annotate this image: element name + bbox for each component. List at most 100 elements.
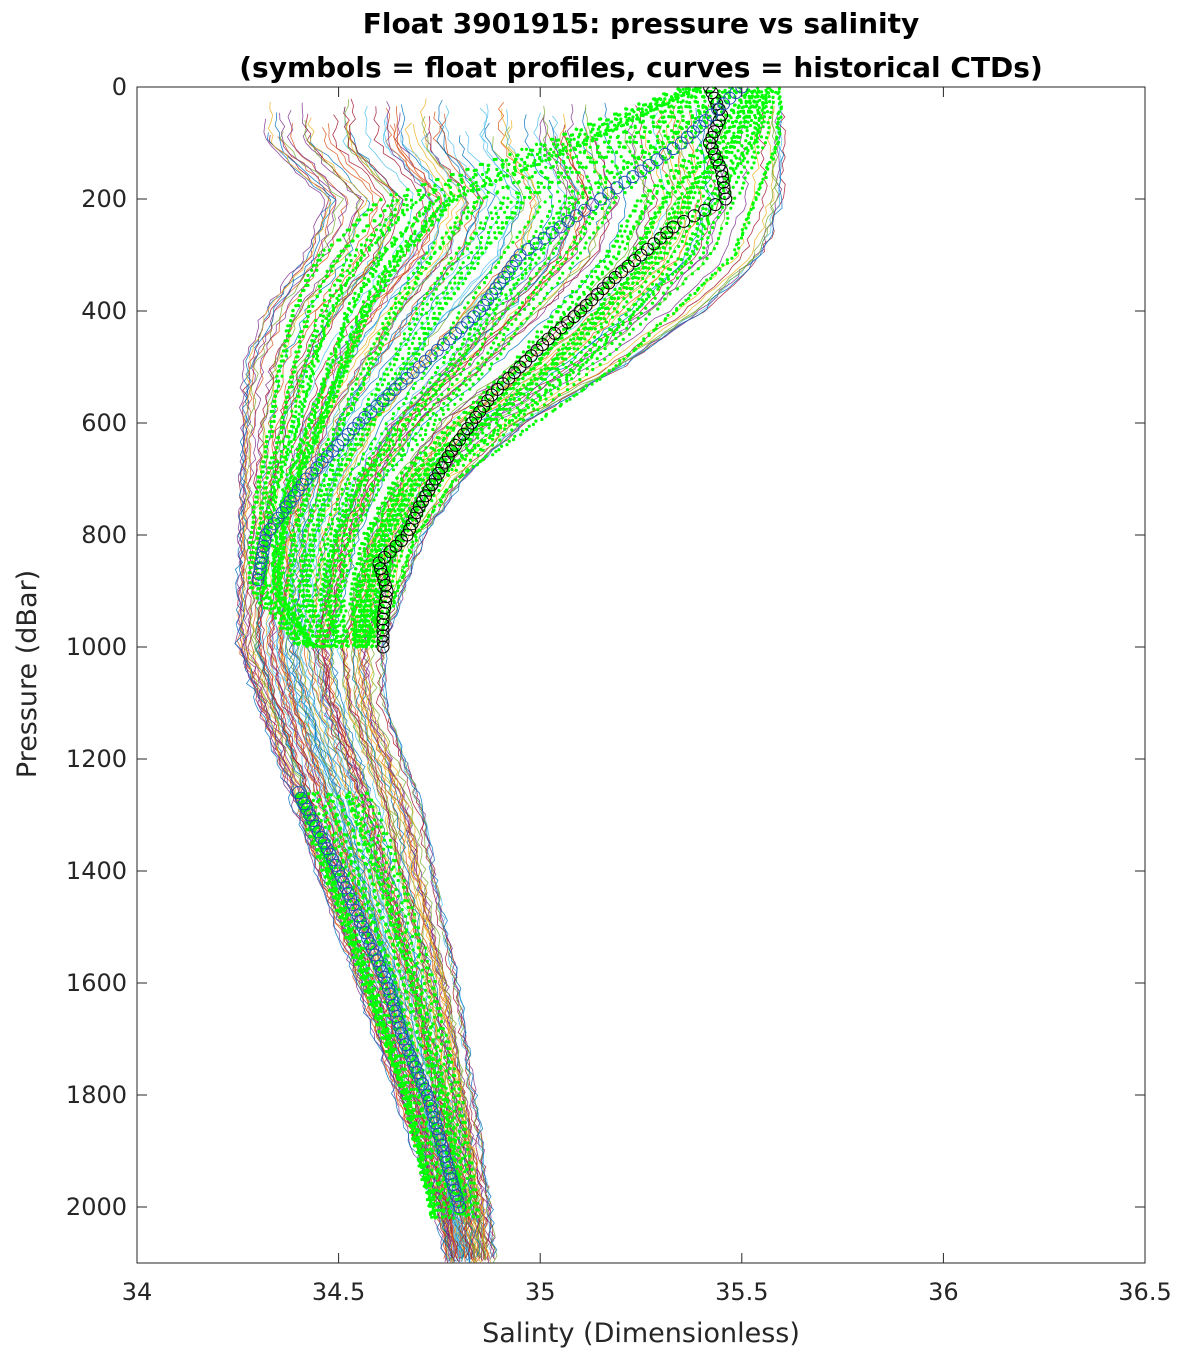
chart-subtitle: (symbols = float profiles, curves = hist… bbox=[239, 51, 1043, 84]
float-marker bbox=[373, 959, 387, 973]
float-marker bbox=[451, 1194, 465, 1208]
float-marker bbox=[710, 119, 724, 133]
float-profile-points bbox=[364, 88, 768, 647]
float-profile-points bbox=[261, 90, 682, 648]
float-marker bbox=[710, 153, 724, 167]
float-marker bbox=[380, 584, 394, 598]
ctd-curve bbox=[363, 127, 730, 1257]
float-marker bbox=[406, 1054, 420, 1068]
float-marker bbox=[405, 517, 419, 531]
float-marker bbox=[705, 142, 719, 156]
ctd-curve bbox=[277, 123, 467, 1260]
float-marker bbox=[687, 209, 701, 223]
ctd-curve bbox=[241, 123, 451, 1260]
ctd-curve bbox=[300, 103, 521, 1260]
float-highlight-profile bbox=[291, 786, 467, 1214]
ctd-curve bbox=[357, 120, 691, 1263]
float-marker bbox=[411, 1066, 425, 1080]
float-marker bbox=[703, 136, 716, 150]
float-marker bbox=[378, 970, 392, 984]
y-tick-label: 400 bbox=[81, 297, 127, 325]
ctd-curve bbox=[357, 111, 702, 1261]
ctd-curve bbox=[234, 112, 449, 1262]
float-marker bbox=[707, 147, 721, 161]
x-tick-label: 36.5 bbox=[1118, 1278, 1171, 1306]
float-marker bbox=[356, 920, 370, 934]
float-marker bbox=[705, 130, 719, 144]
y-tick-label: 600 bbox=[81, 409, 127, 437]
float-profile-points bbox=[361, 90, 764, 648]
ctd-curve bbox=[269, 124, 458, 1261]
float-marker bbox=[410, 506, 424, 520]
ctd-curve bbox=[363, 110, 734, 1261]
float-marker bbox=[361, 931, 375, 945]
float-marker bbox=[370, 954, 384, 968]
float-profile-points bbox=[270, 88, 691, 646]
float-marker bbox=[642, 158, 656, 172]
ctd-curve bbox=[363, 134, 760, 1258]
float-profile-points bbox=[345, 793, 465, 1214]
float-highlight-profile bbox=[372, 87, 733, 654]
float-marker bbox=[403, 1049, 417, 1063]
float-profile-points bbox=[268, 90, 688, 648]
float-marker bbox=[396, 1032, 410, 1046]
float-marker bbox=[719, 192, 733, 206]
axes: 34 34.5 35 35.5 36 36.5 0 200 400 600 800 1000 1200 1… bbox=[66, 73, 1172, 1306]
float-marker bbox=[252, 567, 266, 581]
float-highlight-profile bbox=[251, 87, 749, 587]
float-marker bbox=[698, 203, 712, 217]
float-marker bbox=[453, 1200, 467, 1214]
ctd-curve bbox=[370, 116, 779, 1259]
y-tick-label: 1400 bbox=[66, 857, 127, 885]
float-marker bbox=[715, 170, 729, 184]
float-marker bbox=[703, 87, 716, 94]
float-profile-points bbox=[357, 89, 757, 647]
ctd-curve bbox=[341, 105, 658, 1262]
ctd-curve bbox=[277, 115, 469, 1259]
chart-title: Float 3901915: pressure vs salinity bbox=[363, 7, 920, 40]
ctd-curve bbox=[237, 118, 452, 1262]
float-marker bbox=[332, 864, 346, 878]
float-marker bbox=[366, 942, 379, 956]
float-profile-points bbox=[335, 87, 742, 644]
y-tick-label: 0 bbox=[112, 73, 127, 101]
float-marker bbox=[375, 965, 389, 979]
float-marker bbox=[358, 926, 372, 940]
float-marker bbox=[336, 875, 350, 889]
float-marker bbox=[351, 909, 365, 923]
float-profile-points bbox=[253, 88, 682, 646]
x-tick-label: 35 bbox=[525, 1278, 556, 1306]
x-axis-label: Salinty (Dimensionless) bbox=[482, 1318, 800, 1349]
float-marker bbox=[416, 1077, 429, 1091]
float-marker bbox=[578, 203, 592, 217]
float-marker bbox=[376, 623, 390, 637]
float-profile-points bbox=[319, 88, 727, 647]
float-marker bbox=[377, 606, 391, 620]
float-marker bbox=[341, 886, 355, 900]
x-tick-label: 34 bbox=[122, 1278, 153, 1306]
ctd-curve bbox=[269, 101, 457, 1258]
float-profile-points bbox=[364, 791, 479, 1219]
plot-area bbox=[234, 87, 786, 1263]
ctd-curve bbox=[379, 115, 783, 1258]
float-marker bbox=[418, 1082, 432, 1096]
float-marker bbox=[349, 903, 362, 917]
float-marker bbox=[346, 898, 360, 912]
float-profile-points bbox=[288, 90, 703, 649]
float-profile-points bbox=[276, 88, 696, 647]
ctd-curve bbox=[379, 104, 783, 1261]
ctd-curve bbox=[313, 115, 580, 1259]
float-marker bbox=[376, 634, 390, 648]
y-tick-label: 1600 bbox=[66, 969, 127, 997]
ctd-curve bbox=[327, 104, 613, 1261]
ctd-curve bbox=[278, 106, 466, 1263]
float-marker bbox=[408, 1060, 422, 1074]
float-marker bbox=[717, 181, 731, 195]
float-marker bbox=[716, 175, 730, 189]
float-marker bbox=[353, 914, 367, 928]
y-tick-label: 1800 bbox=[66, 1081, 127, 1109]
float-marker bbox=[715, 164, 729, 178]
float-profile-points bbox=[247, 87, 680, 645]
float-marker bbox=[378, 595, 392, 609]
